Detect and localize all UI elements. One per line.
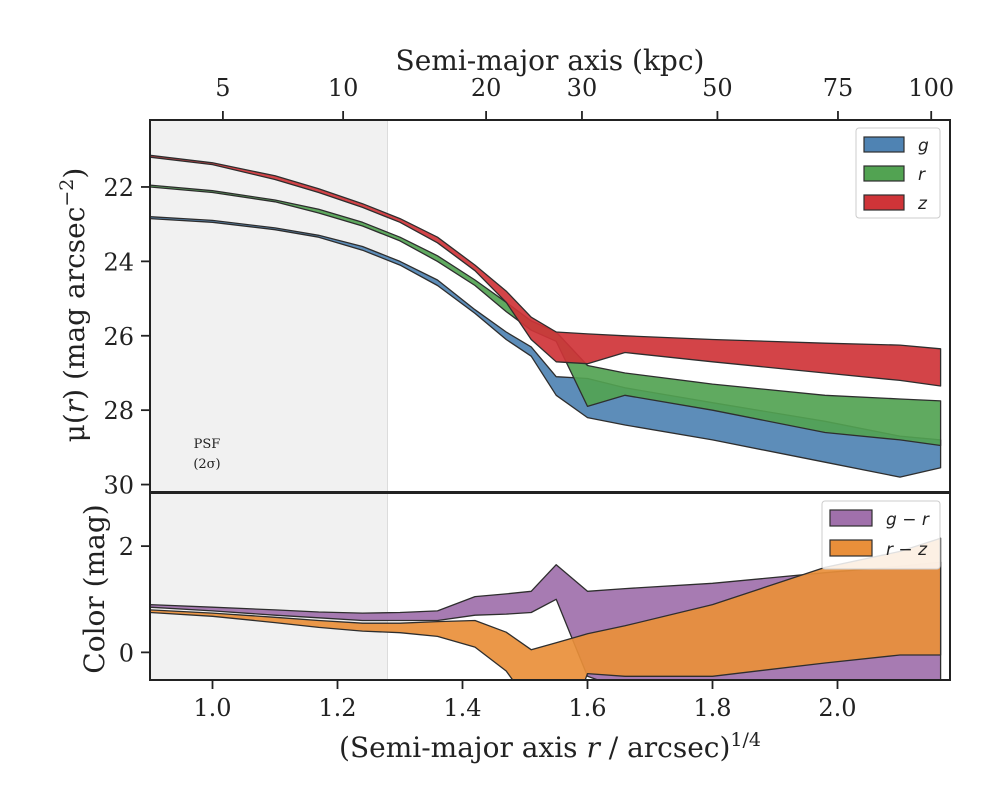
psf-label-line2: (2σ) xyxy=(193,457,220,472)
top-axis-title: Semi-major axis (kpc) xyxy=(396,44,705,77)
bottom-x-axis-label: (Semi-major axis r / arcsec)1/4 xyxy=(339,729,761,764)
bottom-x-tick-label: 2.0 xyxy=(818,694,856,722)
legend-label-r: r xyxy=(918,165,926,185)
legend-swatch-g-minus-r xyxy=(829,509,873,527)
band-r xyxy=(150,184,942,447)
top-y-tick-label: 30 xyxy=(103,472,134,500)
bottom-x-tick-label: 1.8 xyxy=(693,694,731,722)
bottom-y-axis-label: Color (mag) xyxy=(78,504,111,673)
top-x-tick-label: 10 xyxy=(328,74,359,102)
bottom-plot-frame xyxy=(149,492,951,681)
top-x-tick-label: 5 xyxy=(215,74,230,102)
top-y-tick-label: 22 xyxy=(103,174,134,202)
top-y-tick-label: 26 xyxy=(103,323,134,351)
legend-swatch-r-minus-z xyxy=(829,539,873,557)
band-z xyxy=(150,154,942,387)
legend-swatch-z xyxy=(863,194,905,211)
legend-label-z: z xyxy=(917,194,928,214)
band-r-minus-z xyxy=(150,537,942,680)
bottom-x-tick-label: 1.0 xyxy=(193,694,231,722)
color-profile-panel: 02 1.0 1.2 1.4 1.6 1.8 2.0 Color (mag) (Semi-… xyxy=(78,492,951,764)
legend-swatch-g xyxy=(863,136,905,153)
top-x-tick-label: 50 xyxy=(702,74,733,102)
bottom-x-tick-label: 1.2 xyxy=(318,694,356,722)
top-y-tick-label: 24 xyxy=(103,248,134,276)
top-x-tick-label: 30 xyxy=(567,74,598,102)
bottom-series-group xyxy=(150,537,942,680)
bottom-y-tick-label: 2 xyxy=(119,533,134,561)
top-y-tick-label: 28 xyxy=(103,397,134,425)
surface-brightness-panel: PSF (2σ) 22 24 26 28 30 5 10 20 30 50 75 100 Semi-… xyxy=(56,44,954,500)
psf-region-band-bottom xyxy=(150,493,388,680)
legend-label-g-minus-r: g − r xyxy=(886,510,930,530)
bottom-x-tick-label: 1.6 xyxy=(568,694,606,722)
top-legend: g r z xyxy=(855,127,941,219)
psf-label-line1: PSF xyxy=(194,437,221,452)
top-kpc-ticks: 5 10 20 30 50 75 100 xyxy=(215,74,954,120)
legend-label-r-minus-z: r − z xyxy=(886,540,928,560)
top-x-tick-label: 75 xyxy=(823,74,854,102)
psf-region-band xyxy=(150,120,388,492)
bottom-y-ticks: 02 xyxy=(119,533,150,667)
top-y-ticks: 22 24 26 28 30 xyxy=(103,174,150,500)
bottom-x-ticks: 1.0 1.2 1.4 1.6 1.8 2.0 xyxy=(193,680,857,722)
bottom-x-tick-label: 1.4 xyxy=(443,694,481,722)
bottom-y-tick-label: 0 xyxy=(119,639,134,667)
top-series-group xyxy=(150,154,942,478)
top-x-tick-label: 20 xyxy=(471,74,502,102)
legend-swatch-r xyxy=(863,165,905,182)
legend-label-g: g xyxy=(918,136,929,156)
bottom-legend: g − r r − z xyxy=(821,500,941,570)
top-y-axis-label: μ(r) (mag arcsec−2) xyxy=(56,168,91,443)
top-x-tick-label: 100 xyxy=(908,74,954,102)
